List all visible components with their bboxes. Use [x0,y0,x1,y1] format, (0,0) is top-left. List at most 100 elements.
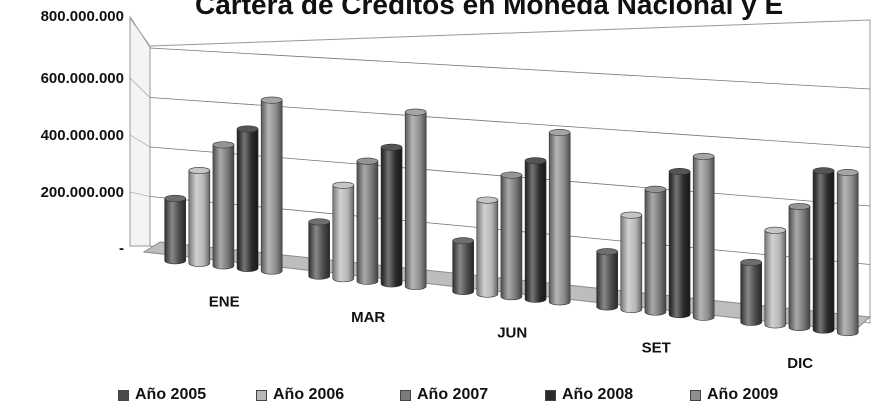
legend-swatch [118,389,129,401]
bar-top [644,185,667,193]
bar-body [476,199,499,298]
legend-label: Año 2009 [707,386,779,403]
bar-body [812,170,835,334]
y-tick-label: 400.000.000 [41,127,124,144]
bar-top [164,194,186,202]
bar-body [692,156,715,321]
bar-body [644,188,667,316]
grid-line-side [129,191,151,197]
y-tick-label: 800.000.000 [41,8,124,25]
bar-body [212,144,235,270]
bar [668,168,691,319]
bar-body [668,171,691,319]
bar [692,152,715,321]
bar [644,185,667,316]
bar-body [236,128,259,272]
bar-top [500,171,523,179]
bar [764,226,787,329]
legend-label: Año 2007 [417,386,489,403]
bar-top [620,211,643,219]
bar-body [404,111,427,290]
bar-body [596,251,618,311]
legend-item: Año 2006 [256,386,344,404]
bar-body [788,206,811,331]
bar-chart-3d: Cartera de Créditos en Moneda Nacional y… [41,0,872,372]
chart-title: Cartera de Créditos en Moneda Nacional y… [195,0,783,20]
bar [788,202,811,331]
bar [596,248,619,311]
bar-top [740,258,763,266]
bar [236,125,259,272]
legend-swatch [690,389,701,401]
bar-body [500,174,523,301]
bar-body [260,99,283,275]
bar-top [212,141,235,149]
bar [164,194,186,265]
bar-top [668,168,691,176]
bar-body [548,132,571,306]
legend-swatch [256,389,267,401]
bar [476,196,499,298]
grid-line-side [129,15,151,49]
bar-body [836,172,859,337]
bar [332,181,355,283]
bar-top [596,248,619,256]
bar-top [260,96,283,104]
bar-top [524,157,547,165]
bar [404,108,427,290]
bar-top [812,167,835,175]
x-tick-label: DIC [787,355,813,372]
legend-item: Año 2007 [400,386,488,404]
legend-swatch [545,389,556,401]
x-tick-label: SET [642,340,671,357]
grid-line-side [129,77,151,98]
grid-line-side [129,134,151,148]
bar-top [764,226,787,234]
legend: Año 2005 Año 2006 Año 2007 Año 2008 Año 2009 [0,386,876,410]
bar-body [524,160,547,303]
bar-body [164,198,186,265]
legend-label: Año 2005 [135,386,207,403]
bar-top [188,167,211,175]
bar-body [380,146,403,288]
bar-top [788,202,811,210]
bar-body [332,184,355,283]
bar-top [836,169,859,177]
x-axis: ENE MAR JUN SET DIC [209,293,814,372]
bar [620,211,643,313]
legend-label: Año 2008 [562,386,634,403]
bar-top [332,181,355,189]
bar [188,167,211,267]
bar [212,141,235,270]
bar-top [236,125,259,133]
y-tick-label: 600.000.000 [41,70,124,87]
bar-top [308,218,331,226]
bar [380,143,403,288]
side-wall [129,16,151,247]
legend-item: Año 2009 [690,386,778,404]
bar-body [620,214,643,313]
bar [356,157,379,285]
bar [308,218,331,280]
legend-item: Año 2008 [545,386,633,404]
bar-top [380,143,403,151]
y-axis: - 200.000.000 400.000.000 600.000.000 800.00… [41,8,124,257]
bar [548,128,571,306]
x-tick-label: JUN [497,324,527,341]
bar-top [452,237,475,245]
bar-body [308,221,330,280]
bar-top [692,152,715,160]
bar-top [404,108,427,116]
bar [524,157,547,303]
y-tick-label: - [119,240,124,257]
bar [260,96,283,275]
bar-body [188,170,211,267]
x-tick-label: MAR [351,309,385,326]
legend-item: Año 2005 [118,386,206,404]
bar-body [452,240,474,295]
bar-top [356,157,379,165]
bar-body [356,160,379,285]
x-tick-label: ENE [209,293,240,310]
y-tick-label: 200.000.000 [41,184,124,201]
bar-top [476,196,499,204]
